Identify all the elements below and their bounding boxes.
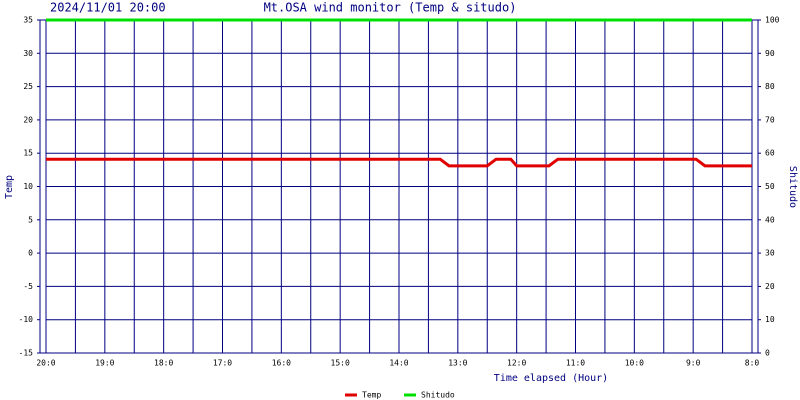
y2-tick-label: 30 xyxy=(765,249,775,258)
y-tick-label: -5 xyxy=(23,282,33,291)
x-tick-label: 17:0 xyxy=(213,359,232,368)
y2-tick-label: 50 xyxy=(765,182,775,191)
y-tick-label: -15 xyxy=(19,349,34,358)
legend-label: Temp xyxy=(362,391,381,400)
x-tick-label: 20:0 xyxy=(36,359,55,368)
y2-tick-label: 70 xyxy=(765,115,775,124)
y-tick-label: 0 xyxy=(28,249,33,258)
x-tick-label: 16:0 xyxy=(272,359,291,368)
x-tick-label: 11:0 xyxy=(566,359,585,368)
y-tick-label: 20 xyxy=(23,115,33,124)
chart-title: Mt.OSA wind monitor (Temp & situdo) xyxy=(264,1,517,15)
y-tick-label: 30 xyxy=(23,49,33,58)
y2-tick-label: 90 xyxy=(765,49,775,58)
x-tick-label: 18:0 xyxy=(154,359,173,368)
y-tick-label: 15 xyxy=(23,149,33,158)
y2-axis-title: Shitudo xyxy=(787,166,798,208)
y-tick-label: 35 xyxy=(23,16,33,25)
y-tick-label: 10 xyxy=(23,182,33,191)
chart-date: 2024/11/01 20:00 xyxy=(50,1,166,15)
y2-tick-label: 40 xyxy=(765,215,775,224)
y2-tick-label: 10 xyxy=(765,315,775,324)
x-tick-label: 15:0 xyxy=(331,359,350,368)
y2-tick-label: 100 xyxy=(765,16,780,25)
y2-tick-label: 20 xyxy=(765,282,775,291)
y-axis-title: Temp xyxy=(4,175,15,199)
series-line xyxy=(46,157,752,168)
y2-tick-label: 0 xyxy=(765,349,770,358)
x-tick-label: 13:0 xyxy=(448,359,467,368)
x-tick-label: 8:0 xyxy=(745,359,760,368)
x-tick-label: 14:0 xyxy=(389,359,408,368)
x-tick-label: 12:0 xyxy=(507,359,526,368)
y-tick-label: -10 xyxy=(19,315,34,324)
y-tick-label: 25 xyxy=(23,82,33,91)
y-tick-label: 5 xyxy=(28,215,33,224)
x-tick-label: 19:0 xyxy=(95,359,114,368)
x-axis-title: Time elapsed (Hour) xyxy=(494,373,608,384)
y2-tick-label: 80 xyxy=(765,82,775,91)
y2-tick-label: 60 xyxy=(765,149,775,158)
x-tick-label: 10:0 xyxy=(625,359,644,368)
x-tick-label: 9:0 xyxy=(686,359,701,368)
legend-label: Shitudo xyxy=(421,391,455,400)
